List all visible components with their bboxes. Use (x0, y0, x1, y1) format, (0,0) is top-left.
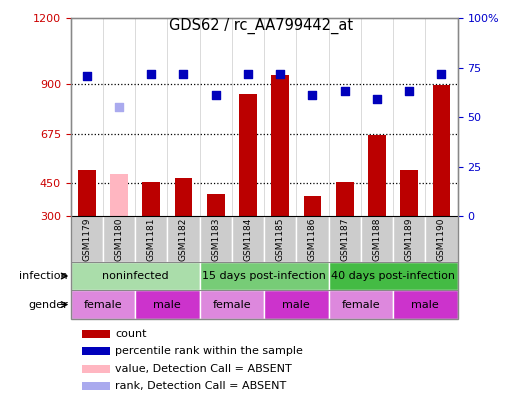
Text: GSM1190: GSM1190 (437, 217, 446, 261)
Bar (264, 290, 328, 319)
Point (373, 96, 381, 103)
Bar (271, 75, 289, 216)
Bar (110, 174, 128, 216)
Text: male: male (153, 299, 181, 310)
Bar (200, 216, 232, 262)
Bar (82, 382, 110, 390)
Text: male: male (412, 299, 439, 310)
Bar (78, 170, 96, 216)
Bar (175, 178, 192, 216)
Point (276, 70, 285, 77)
Bar (304, 196, 321, 216)
Point (309, 92, 317, 99)
Point (179, 70, 188, 77)
Text: 40 days post-infection: 40 days post-infection (331, 271, 455, 281)
Text: GDS62 / rc_AA799442_at: GDS62 / rc_AA799442_at (169, 18, 354, 34)
Text: gender: gender (28, 299, 68, 310)
Text: value, Detection Call = ABSENT: value, Detection Call = ABSENT (115, 364, 292, 373)
Bar (207, 194, 224, 216)
Bar (200, 290, 264, 319)
Text: infection: infection (19, 271, 68, 281)
Point (83, 72, 91, 79)
Text: GSM1184: GSM1184 (244, 217, 253, 261)
Bar (142, 182, 160, 216)
Bar (167, 216, 200, 262)
Bar (328, 216, 361, 262)
Text: noninfected: noninfected (102, 271, 168, 281)
Bar (328, 290, 393, 319)
Bar (82, 330, 110, 338)
Bar (82, 347, 110, 355)
Bar (368, 135, 386, 216)
Bar (135, 216, 167, 262)
Text: GSM1189: GSM1189 (405, 217, 414, 261)
Bar (71, 216, 103, 262)
Text: GSM1187: GSM1187 (340, 217, 349, 261)
Bar (200, 262, 328, 290)
Text: GSM1186: GSM1186 (308, 217, 317, 261)
Bar (336, 182, 354, 216)
Text: GSM1185: GSM1185 (276, 217, 285, 261)
Bar (393, 290, 458, 319)
Bar (297, 216, 328, 262)
Bar (264, 216, 297, 262)
Text: female: female (212, 299, 251, 310)
Bar (232, 216, 264, 262)
Bar (401, 170, 418, 216)
Text: GSM1180: GSM1180 (115, 217, 123, 261)
Bar (328, 262, 458, 290)
Text: percentile rank within the sample: percentile rank within the sample (115, 346, 303, 356)
Bar (433, 85, 450, 216)
Point (147, 70, 155, 77)
Point (211, 92, 220, 99)
Point (405, 88, 413, 95)
Text: 15 days post-infection: 15 days post-infection (202, 271, 326, 281)
Text: GSM1179: GSM1179 (82, 217, 91, 261)
Text: female: female (84, 299, 122, 310)
Point (437, 70, 446, 77)
Text: GSM1188: GSM1188 (372, 217, 381, 261)
Text: GSM1183: GSM1183 (211, 217, 220, 261)
Bar (71, 290, 135, 319)
Text: count: count (115, 329, 146, 339)
Text: female: female (342, 299, 380, 310)
Bar (135, 290, 200, 319)
Bar (239, 94, 257, 216)
Bar (82, 365, 110, 373)
Text: GSM1182: GSM1182 (179, 217, 188, 261)
Text: rank, Detection Call = ABSENT: rank, Detection Call = ABSENT (115, 381, 286, 391)
Text: GSM1181: GSM1181 (147, 217, 156, 261)
Text: male: male (282, 299, 310, 310)
Bar (103, 216, 135, 262)
Bar (393, 216, 425, 262)
Bar (71, 262, 200, 290)
Point (244, 70, 252, 77)
Point (340, 88, 349, 95)
Bar (361, 216, 393, 262)
Point (115, 104, 123, 110)
Bar (425, 216, 458, 262)
